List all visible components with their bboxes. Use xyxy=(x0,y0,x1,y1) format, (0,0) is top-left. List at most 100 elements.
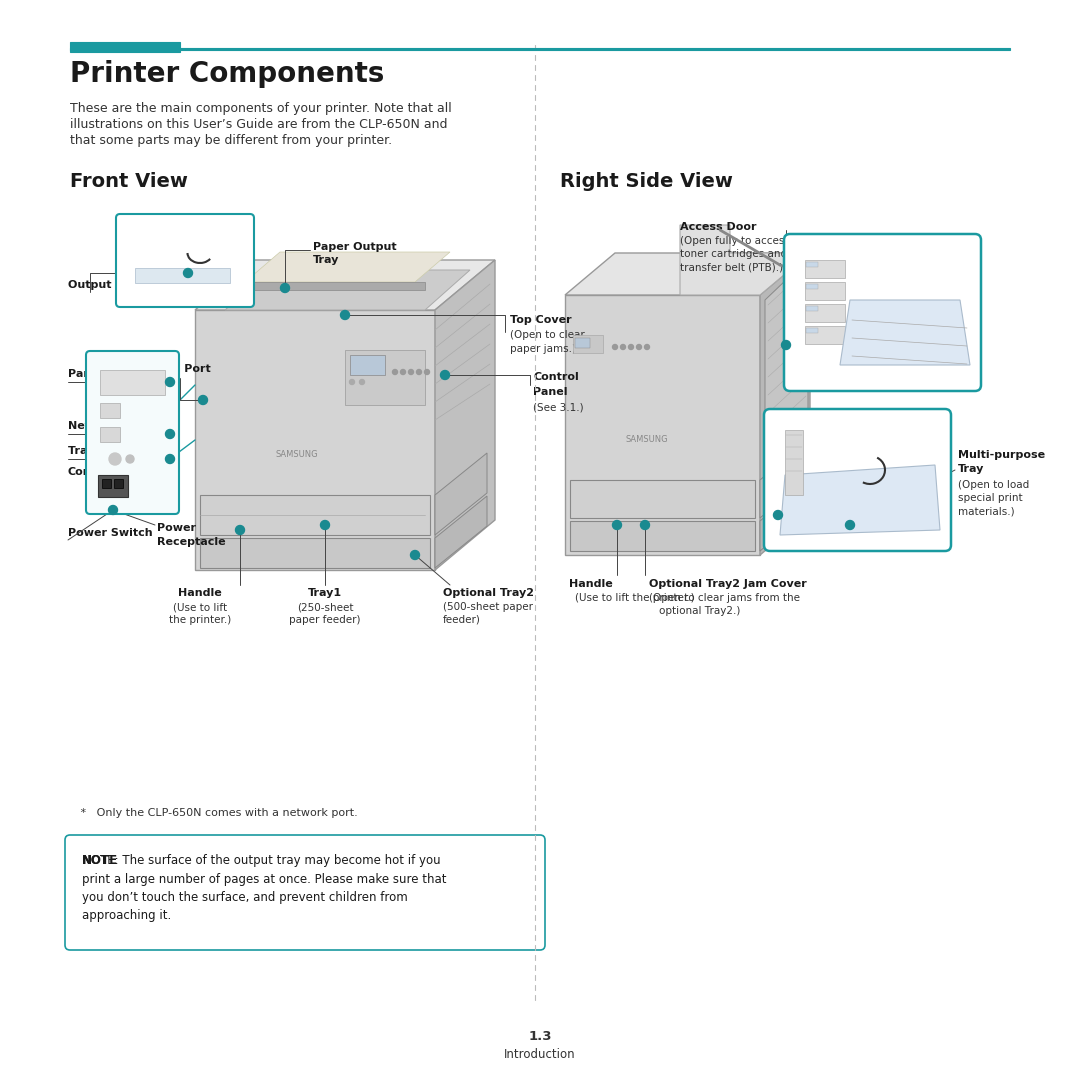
Circle shape xyxy=(184,269,192,278)
Bar xyxy=(806,284,818,289)
FancyBboxPatch shape xyxy=(116,214,254,307)
FancyBboxPatch shape xyxy=(86,351,179,514)
Text: (Open fully to access the: (Open fully to access the xyxy=(680,237,810,246)
Bar xyxy=(805,260,845,278)
Circle shape xyxy=(846,521,854,529)
Text: (Use to lift: (Use to lift xyxy=(173,602,227,612)
Text: Front View: Front View xyxy=(70,172,188,191)
Polygon shape xyxy=(565,253,810,295)
Polygon shape xyxy=(760,483,805,551)
Circle shape xyxy=(321,521,329,529)
Text: paper jams.): paper jams.) xyxy=(510,345,576,354)
Circle shape xyxy=(408,369,414,375)
Polygon shape xyxy=(565,295,760,555)
Circle shape xyxy=(782,340,791,350)
Text: Power: Power xyxy=(157,523,195,534)
FancyBboxPatch shape xyxy=(65,835,545,950)
Polygon shape xyxy=(780,465,940,535)
Bar xyxy=(575,338,590,348)
Circle shape xyxy=(109,453,121,465)
Text: *   Only the CLP-650N comes with a network port.: * Only the CLP-650N comes with a network… xyxy=(70,808,357,818)
Circle shape xyxy=(392,369,397,375)
Text: the printer.): the printer.) xyxy=(168,615,231,625)
Text: These are the main components of your printer. Note that all: These are the main components of your pr… xyxy=(70,102,451,114)
Circle shape xyxy=(645,345,649,350)
Bar xyxy=(114,480,123,488)
Bar xyxy=(806,262,818,267)
Text: Connector: Connector xyxy=(68,467,132,477)
Circle shape xyxy=(281,283,289,293)
Text: NOTE: The surface of the output tray may become hot if you
print a large number : NOTE: The surface of the output tray may… xyxy=(82,854,446,922)
Polygon shape xyxy=(135,268,230,283)
Text: illustrations on this User’s Guide are from the CLP-650N and: illustrations on this User’s Guide are f… xyxy=(70,118,447,131)
Circle shape xyxy=(350,379,354,384)
Bar xyxy=(806,328,818,333)
Bar xyxy=(102,480,111,488)
Text: feeder): feeder) xyxy=(443,615,481,625)
Polygon shape xyxy=(680,225,810,295)
Circle shape xyxy=(126,455,134,463)
Bar xyxy=(806,306,818,311)
Text: Top Cover: Top Cover xyxy=(510,315,571,325)
Text: 1.3: 1.3 xyxy=(528,1030,552,1043)
Text: (Open to clear: (Open to clear xyxy=(510,330,584,340)
Circle shape xyxy=(441,370,449,379)
Text: Receptacle: Receptacle xyxy=(157,537,226,546)
Bar xyxy=(98,475,129,497)
Circle shape xyxy=(165,378,175,387)
FancyBboxPatch shape xyxy=(764,409,951,551)
Text: Handle: Handle xyxy=(569,579,613,589)
Circle shape xyxy=(165,430,175,438)
Text: materials.): materials.) xyxy=(958,507,1014,516)
Circle shape xyxy=(636,345,642,350)
Text: Paper Output: Paper Output xyxy=(313,242,396,252)
Text: Multi-purpose: Multi-purpose xyxy=(958,450,1045,460)
Text: Optional Tray2: Optional Tray2 xyxy=(443,588,534,598)
Circle shape xyxy=(410,551,419,559)
Bar xyxy=(100,370,165,395)
Circle shape xyxy=(612,521,621,529)
Circle shape xyxy=(401,369,405,375)
Bar xyxy=(570,480,755,518)
Bar xyxy=(200,538,430,568)
Bar xyxy=(200,495,430,535)
Circle shape xyxy=(621,345,625,350)
Text: (500-sheet paper: (500-sheet paper xyxy=(443,602,534,612)
Bar xyxy=(573,335,603,353)
Circle shape xyxy=(612,345,618,350)
Text: N: N xyxy=(82,854,92,867)
Bar xyxy=(70,48,1010,50)
Bar xyxy=(245,282,426,291)
Text: paper feeder): paper feeder) xyxy=(289,615,361,625)
Bar xyxy=(785,430,804,495)
Bar xyxy=(805,326,845,345)
Bar xyxy=(805,303,845,322)
Bar xyxy=(345,350,426,405)
Circle shape xyxy=(773,511,783,519)
Circle shape xyxy=(340,311,350,320)
Circle shape xyxy=(417,369,421,375)
Text: NOTE: NOTE xyxy=(82,854,118,867)
Circle shape xyxy=(640,521,649,529)
Text: Tray: Tray xyxy=(313,255,339,265)
Text: (See 3.1.): (See 3.1.) xyxy=(534,402,583,411)
Text: Control: Control xyxy=(534,372,579,382)
Polygon shape xyxy=(435,453,487,535)
Polygon shape xyxy=(245,252,450,282)
Bar xyxy=(70,42,180,52)
Text: Power Switch: Power Switch xyxy=(68,528,152,538)
Text: Printer Components: Printer Components xyxy=(70,60,384,87)
Circle shape xyxy=(360,379,365,384)
Text: Network Port*: Network Port* xyxy=(68,421,157,431)
Text: SAMSUNG: SAMSUNG xyxy=(275,450,318,459)
Text: transfer belt (PTB).): transfer belt (PTB).) xyxy=(680,262,783,272)
Text: (Use to lift the printer.): (Use to lift the printer.) xyxy=(575,593,694,603)
Text: Output Support: Output Support xyxy=(68,280,165,291)
Polygon shape xyxy=(195,310,435,570)
Bar xyxy=(350,355,384,375)
Polygon shape xyxy=(840,300,970,365)
Circle shape xyxy=(108,505,118,514)
Polygon shape xyxy=(435,496,487,568)
Circle shape xyxy=(629,345,634,350)
Polygon shape xyxy=(435,260,495,570)
